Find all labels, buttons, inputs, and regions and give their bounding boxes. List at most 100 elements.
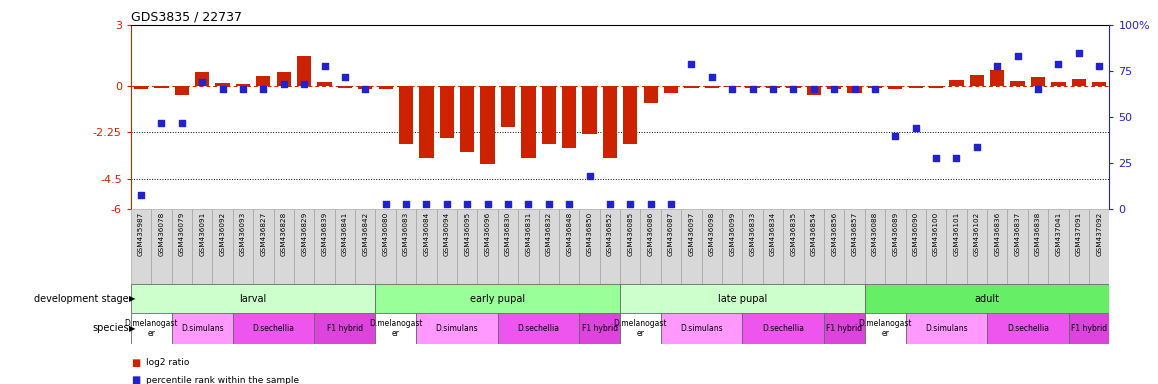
Text: GSM436079: GSM436079 bbox=[178, 212, 185, 256]
Text: GSM436838: GSM436838 bbox=[1035, 212, 1041, 256]
Bar bbox=[233, 313, 314, 344]
Bar bbox=[131, 209, 152, 284]
Bar bbox=[929, 86, 944, 88]
Bar bbox=[559, 209, 579, 284]
Point bbox=[907, 125, 925, 131]
Text: GSM436828: GSM436828 bbox=[280, 212, 287, 256]
Bar bbox=[215, 83, 229, 86]
Bar bbox=[579, 209, 600, 284]
Bar bbox=[236, 84, 250, 86]
Text: log2 ratio: log2 ratio bbox=[146, 358, 189, 367]
Point bbox=[417, 201, 435, 207]
Bar bbox=[542, 86, 556, 144]
Text: adult: adult bbox=[975, 293, 999, 304]
Point bbox=[703, 73, 721, 79]
Bar bbox=[640, 209, 661, 284]
Text: GSM436087: GSM436087 bbox=[668, 212, 674, 256]
Bar bbox=[804, 209, 824, 284]
Point bbox=[213, 86, 232, 93]
Bar bbox=[824, 209, 844, 284]
Bar bbox=[460, 86, 475, 152]
Bar bbox=[909, 86, 923, 88]
Bar bbox=[233, 209, 254, 284]
Text: GSM436836: GSM436836 bbox=[995, 212, 1001, 256]
Bar bbox=[582, 86, 596, 134]
Bar bbox=[867, 86, 882, 88]
Text: GSM436096: GSM436096 bbox=[484, 212, 491, 256]
Bar bbox=[987, 313, 1069, 344]
Bar bbox=[620, 209, 640, 284]
Point bbox=[1049, 61, 1068, 67]
Point bbox=[274, 81, 293, 87]
Bar bbox=[358, 86, 373, 89]
Bar bbox=[827, 86, 842, 89]
Point bbox=[173, 119, 191, 126]
Text: GSM436080: GSM436080 bbox=[382, 212, 389, 256]
Point bbox=[193, 79, 212, 85]
Point bbox=[1028, 86, 1047, 93]
Point bbox=[601, 201, 620, 207]
Text: ▶: ▶ bbox=[129, 294, 135, 303]
Text: F1 hybrid: F1 hybrid bbox=[327, 324, 362, 333]
Bar bbox=[1051, 82, 1065, 86]
Text: GSM436093: GSM436093 bbox=[240, 212, 245, 256]
Text: GSM436099: GSM436099 bbox=[730, 212, 735, 256]
Point bbox=[968, 144, 987, 150]
Bar bbox=[620, 284, 865, 313]
Text: D.sechellia: D.sechellia bbox=[1006, 324, 1049, 333]
Bar bbox=[419, 86, 433, 158]
Bar bbox=[723, 209, 742, 284]
Bar bbox=[742, 209, 763, 284]
Bar bbox=[885, 209, 906, 284]
Bar bbox=[1092, 82, 1106, 86]
Bar bbox=[865, 313, 906, 344]
Point bbox=[254, 86, 272, 93]
Bar bbox=[1048, 209, 1069, 284]
Text: D.simulans: D.simulans bbox=[435, 324, 478, 333]
Point bbox=[559, 201, 578, 207]
Bar bbox=[498, 313, 579, 344]
Text: GSM436837: GSM436837 bbox=[1014, 212, 1020, 256]
Text: D.melanogast
er: D.melanogast er bbox=[369, 319, 423, 338]
Bar bbox=[906, 209, 926, 284]
Bar bbox=[477, 209, 498, 284]
Bar bbox=[296, 56, 312, 86]
Bar bbox=[538, 209, 559, 284]
Point bbox=[519, 201, 537, 207]
Bar bbox=[987, 209, 1007, 284]
Bar bbox=[664, 86, 679, 93]
Text: GSM436854: GSM436854 bbox=[811, 212, 816, 256]
Text: GSM437091: GSM437091 bbox=[1076, 212, 1082, 256]
Bar bbox=[338, 86, 352, 88]
Bar bbox=[498, 209, 518, 284]
Text: D.sechellia: D.sechellia bbox=[762, 324, 804, 333]
Point bbox=[580, 173, 599, 179]
Bar bbox=[746, 86, 760, 88]
Point bbox=[642, 201, 660, 207]
Bar bbox=[375, 284, 620, 313]
Text: early pupal: early pupal bbox=[470, 293, 526, 304]
Bar bbox=[356, 209, 375, 284]
Text: ■: ■ bbox=[131, 358, 140, 368]
Bar bbox=[603, 86, 617, 158]
Text: GSM436831: GSM436831 bbox=[526, 212, 532, 256]
Point bbox=[295, 81, 314, 87]
Bar bbox=[131, 284, 375, 313]
Text: GSM436078: GSM436078 bbox=[159, 212, 164, 256]
Text: D.melanogast
er: D.melanogast er bbox=[125, 319, 178, 338]
Text: GSM437041: GSM437041 bbox=[1055, 212, 1062, 256]
Bar bbox=[314, 209, 335, 284]
Bar bbox=[375, 313, 416, 344]
Bar bbox=[131, 313, 171, 344]
Text: GSM436834: GSM436834 bbox=[770, 212, 776, 256]
Point bbox=[784, 86, 802, 93]
Bar bbox=[440, 86, 454, 137]
Bar bbox=[1007, 209, 1028, 284]
Text: GDS3835 / 22737: GDS3835 / 22737 bbox=[131, 11, 242, 24]
Text: late pupal: late pupal bbox=[718, 293, 767, 304]
Text: F1 hybrid: F1 hybrid bbox=[827, 324, 863, 333]
Bar bbox=[501, 86, 515, 127]
Text: D.simulans: D.simulans bbox=[681, 324, 723, 333]
Point bbox=[499, 201, 518, 207]
Text: GSM436102: GSM436102 bbox=[974, 212, 980, 256]
